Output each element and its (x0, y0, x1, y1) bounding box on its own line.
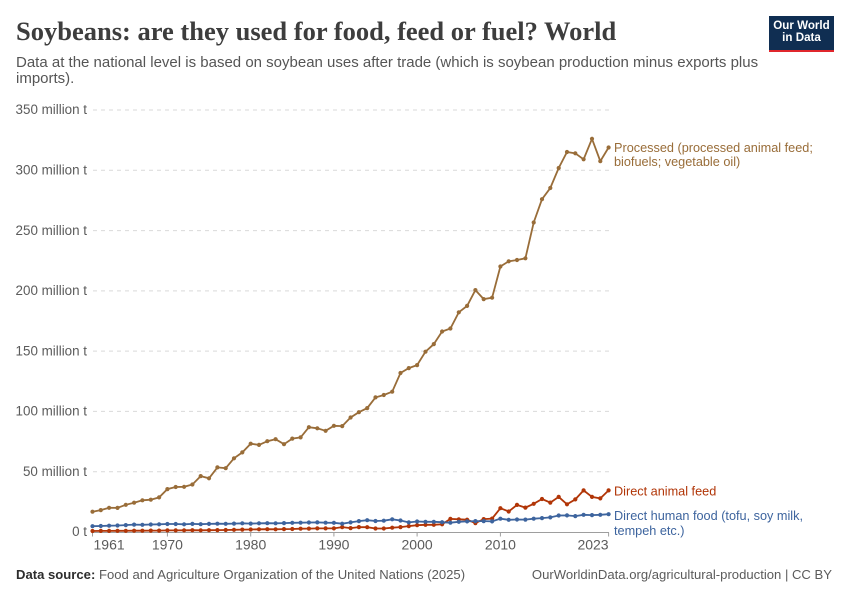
svg-text:2023: 2023 (577, 537, 608, 553)
svg-text:100 million t: 100 million t (16, 404, 88, 419)
svg-text:2000: 2000 (402, 537, 433, 553)
svg-text:0 t: 0 t (72, 524, 87, 539)
svg-text:Direct animal feed: Direct animal feed (614, 485, 716, 499)
svg-text:biofuels; vegetable oil): biofuels; vegetable oil) (614, 155, 740, 169)
svg-text:Direct human food (tofu, soy m: Direct human food (tofu, soy milk, (614, 509, 803, 523)
svg-text:1970: 1970 (152, 537, 183, 553)
svg-text:50 million t: 50 million t (23, 464, 87, 479)
svg-text:tempeh etc.): tempeh etc.) (614, 524, 685, 538)
svg-text:1961: 1961 (94, 537, 125, 553)
svg-text:200 million t: 200 million t (16, 283, 88, 298)
svg-text:300 million t: 300 million t (16, 163, 88, 178)
svg-text:2010: 2010 (485, 537, 516, 553)
svg-text:1980: 1980 (235, 537, 266, 553)
svg-text:1990: 1990 (318, 537, 349, 553)
svg-text:250 million t: 250 million t (16, 223, 88, 238)
svg-text:350 million t: 350 million t (16, 102, 88, 117)
svg-text:150 million t: 150 million t (16, 343, 88, 358)
svg-text:Processed (processed animal fe: Processed (processed animal feed; (614, 141, 813, 155)
